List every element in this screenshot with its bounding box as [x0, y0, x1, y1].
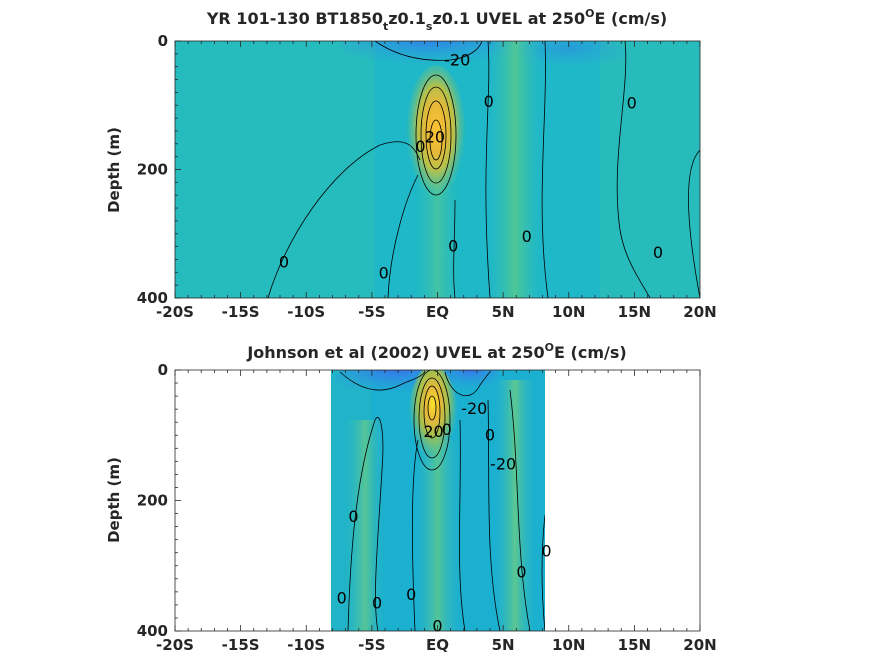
x-tick-label: -20S [156, 303, 194, 321]
contour-label: 0 [627, 93, 637, 112]
panel-model-field [175, 41, 700, 298]
y-tick-label: 200 [137, 161, 168, 179]
x-tick-label: 5N [492, 636, 515, 654]
x-tick-label: -15S [222, 303, 260, 321]
panel-model-title: YR 101-130 BT1850tz0.1sz0.1 UVEL at 250O… [206, 7, 667, 33]
panel-obs-title: Johnson et al (2002) UVEL at 250OE (cm/s… [246, 341, 626, 362]
x-tick-label: -20S [156, 636, 194, 654]
x-tick-label: -10S [287, 303, 325, 321]
contour-label: 0 [485, 425, 495, 444]
y-tick-label: 400 [137, 289, 168, 307]
panel-obs-ylabel: Depth (m) [105, 457, 123, 543]
contour-label: 20 [425, 127, 445, 146]
panel-model-ylabel: Depth (m) [105, 127, 123, 213]
contour-label: 0 [522, 227, 532, 246]
x-tick-label: -15S [222, 636, 260, 654]
y-tick-label: 0 [158, 361, 168, 379]
panel-model-x-ticks: -20S -15S -10S -5S EQ 5N 10N 15N 20N [156, 41, 717, 321]
panel-model-y-ticks: 0 200 400 [137, 32, 181, 307]
x-tick-label: -5S [358, 636, 385, 654]
x-tick-label: 15N [618, 303, 651, 321]
contour-label: 0 [541, 541, 551, 560]
panel-model: YR 101-130 BT1850tz0.1sz0.1 UVEL at 250O… [105, 7, 717, 321]
contour-label: 0 [484, 92, 494, 111]
contour-label: 0 [442, 420, 452, 439]
x-tick-label: -5S [358, 303, 385, 321]
contour-label: 0 [379, 264, 389, 283]
y-tick-label: 200 [137, 492, 168, 510]
x-tick-label: 5N [492, 303, 515, 321]
contour-label: 0 [406, 585, 416, 604]
contour-label: 0 [337, 588, 347, 607]
x-tick-label: 15N [618, 636, 651, 654]
y-tick-label: 400 [137, 622, 168, 640]
panel-obs-x-ticks: -20S -15S -10S -5S EQ 5N 10N 15N 20N [156, 370, 717, 654]
x-tick-label: 20N [683, 303, 716, 321]
contour-label: -20 [461, 399, 487, 418]
x-tick-label: EQ [426, 303, 449, 321]
x-tick-label: 20N [683, 636, 716, 654]
contour-label: 0 [653, 243, 663, 262]
x-tick-label: EQ [426, 636, 449, 654]
x-tick-label: 10N [552, 636, 585, 654]
panel-obs: Johnson et al (2002) UVEL at 250OE (cm/s… [105, 341, 717, 654]
contour-label: 0 [415, 137, 425, 156]
contour-label: 0 [372, 594, 382, 613]
contour-label: 20 [423, 422, 443, 441]
contour-label: 0 [348, 507, 358, 526]
contour-label: -20 [490, 455, 516, 474]
contour-label: -20 [444, 50, 470, 69]
x-tick-label: 10N [552, 303, 585, 321]
y-tick-label: 0 [158, 32, 168, 50]
x-tick-label: -10S [287, 636, 325, 654]
panel-obs-y-ticks: 0 200 400 [137, 361, 181, 640]
panel-obs-field [331, 370, 545, 631]
contour-label: 0 [516, 562, 526, 581]
contour-label: 0 [279, 253, 289, 272]
contour-label: 0 [448, 237, 458, 256]
